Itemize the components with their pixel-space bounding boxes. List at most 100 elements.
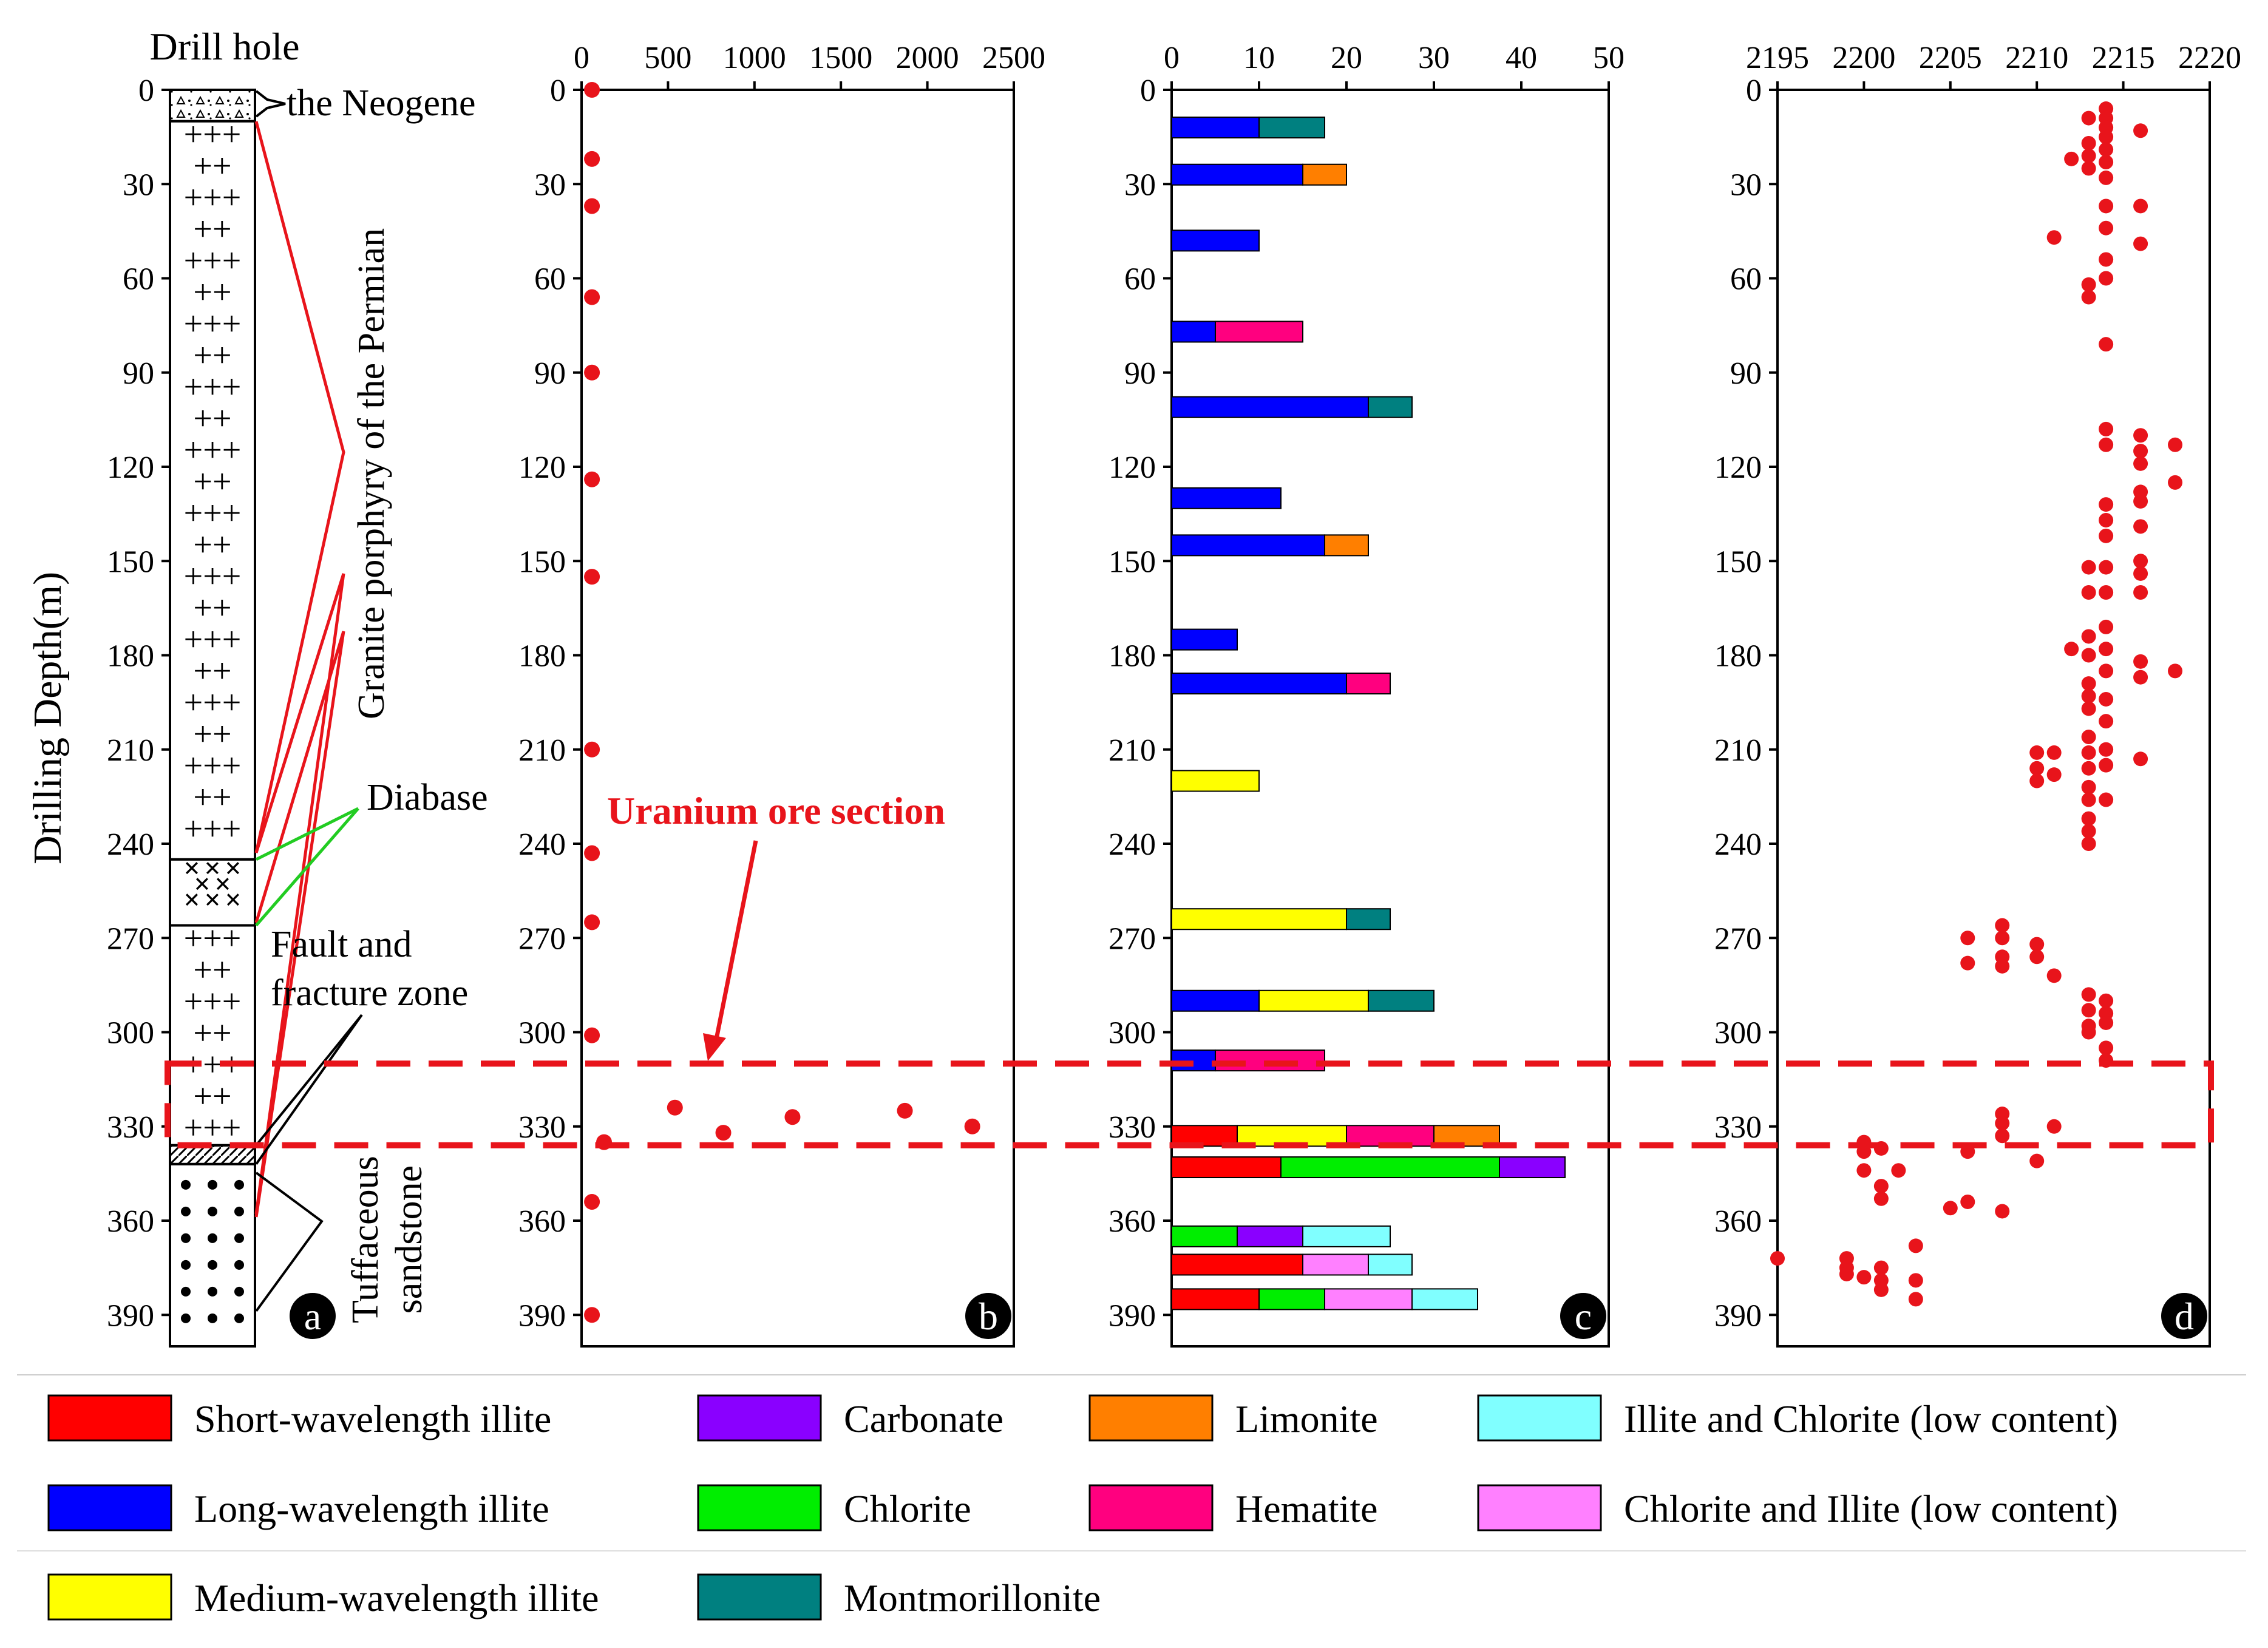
panel-d-point-63 <box>2029 745 2045 760</box>
panel-d-point-77 <box>2029 937 2045 952</box>
panel-b-point-14 <box>897 1102 913 1119</box>
panel-d-point-4 <box>2099 142 2114 157</box>
ore-section-arrow-head <box>703 1033 726 1061</box>
granite-plus-row: ++ <box>193 211 231 248</box>
granite-plus-row: +++ <box>184 242 242 280</box>
panel-c-bar-4-seg-0 <box>1171 396 1369 418</box>
panel-c-depth-tick-label-330: 330 <box>1109 1110 1156 1145</box>
panel-b: 0 30 60 90 120 150 180 210 240 270 300 330 360 390 0 50… <box>518 41 1045 1348</box>
neogene-pointer <box>255 90 286 118</box>
panel-d-depth-tick-label-60: 60 <box>1730 262 1762 297</box>
legend-swatch-3 <box>1477 1394 1602 1442</box>
panel-d-point-113 <box>1873 1260 1889 1275</box>
granite-plus-row: +++ <box>184 983 242 1021</box>
panel-c-bar-14-seg-2 <box>1499 1156 1566 1179</box>
panel-c-bar-5-seg-0 <box>1171 487 1282 509</box>
panel-a-depth-tick-label-30: 30 <box>123 168 154 202</box>
panel-d-point-47 <box>2081 648 2096 663</box>
panel-b-depth-tick-label-390: 390 <box>518 1298 566 1333</box>
legend-swatch-0 <box>47 1394 172 1442</box>
panel-d-point-71 <box>2081 811 2096 826</box>
panel-b-point-9 <box>584 914 600 931</box>
panel-d-point-21 <box>2081 290 2096 305</box>
panel-d-point-19 <box>2099 271 2114 286</box>
panel-b-point-17 <box>584 1193 600 1210</box>
legend-swatch-2 <box>1088 1394 1214 1442</box>
panel-d-point-72 <box>2081 824 2096 839</box>
uranium-ore-section-label: Uranium ore section <box>607 789 945 832</box>
legend-label-4: Long-wavelength illite <box>194 1487 549 1530</box>
y-axis-label: Drilling Depth(m) <box>25 572 70 864</box>
panel-d-point-18 <box>2099 252 2114 267</box>
legend-label-0: Short-wavelength illite <box>194 1397 551 1440</box>
tuff-dot-1-1 <box>208 1206 217 1216</box>
panel-b-point-1 <box>584 151 600 167</box>
panel-d-point-58 <box>2081 745 2096 760</box>
uranium-ore-section-box <box>165 1060 2214 1148</box>
panel-d-point-112 <box>1839 1266 1854 1281</box>
diabase-label: Diabase <box>367 777 488 818</box>
panel-a-letter: a <box>304 1295 321 1338</box>
panel-c-bar-8-seg-0 <box>1171 673 1347 695</box>
panel-d-point-31 <box>2099 512 2114 527</box>
panel-b-point-15 <box>964 1118 980 1134</box>
panel-c-bar-9-seg-0 <box>1171 770 1260 792</box>
panel-d-point-106 <box>1943 1201 1958 1216</box>
panel-d-point-101 <box>1856 1163 1872 1178</box>
panel-c-bar-0-seg-1 <box>1258 117 1325 139</box>
panel-d-point-22 <box>2099 337 2114 352</box>
panel-c-bar-4-seg-1 <box>1368 396 1413 418</box>
legend-label-1: Carbonate <box>844 1397 1003 1440</box>
panel-b-depth-tick-label-270: 270 <box>518 921 566 956</box>
diabase-cross-0-0: × <box>183 852 200 884</box>
fault-label-line1: Fault and <box>271 924 412 965</box>
tuff-dot-2-2 <box>234 1233 244 1243</box>
legend-swatch-9 <box>697 1573 822 1621</box>
panel-d-point-109 <box>1770 1251 1785 1266</box>
panel-c-depth-tick-label-120: 120 <box>1109 450 1156 485</box>
panel-a-depth-tick-label-390: 390 <box>107 1298 154 1333</box>
granite-plus-row: ++ <box>193 1015 231 1053</box>
panel-d-depth-tick-label-210: 210 <box>1714 733 1762 768</box>
panel-c-bar-17-seg-0 <box>1171 1288 1260 1311</box>
granite-pointer-lower <box>254 631 345 1218</box>
panel-d-point-6 <box>2081 110 2096 126</box>
panel-c-bar-16-seg-2 <box>1368 1253 1413 1276</box>
panel-c-xtick-label-30: 30 <box>1418 41 1450 75</box>
neogene-label: the Neogene <box>287 83 476 124</box>
diabase-cross-2-1: × <box>204 884 220 916</box>
legend-label-5: Chlorite <box>844 1487 971 1530</box>
tuff-dot-5-0 <box>181 1313 191 1323</box>
panel-c-bar-17-seg-1 <box>1258 1288 1325 1311</box>
panel-c-xtick-label-50: 50 <box>1593 41 1625 75</box>
panel-d-depth-tick-label-180: 180 <box>1714 639 1762 674</box>
panel-c-letter-badge <box>1560 1293 1606 1339</box>
panel-b-depth-tick-label-180: 180 <box>518 639 566 674</box>
panel-d-point-115 <box>1873 1282 1889 1297</box>
panel-d-point-76 <box>1960 931 1975 946</box>
panel-d-point-41 <box>2099 585 2114 600</box>
panel-d-point-60 <box>2099 742 2114 757</box>
panel-a-letter-badge <box>290 1293 336 1339</box>
diabase-cross-0-1: × <box>204 852 220 884</box>
panel-d-point-32 <box>2099 528 2114 543</box>
panel-c-xtick-label-0: 0 <box>1164 41 1180 75</box>
panel-b-depth-tick-label-360: 360 <box>518 1204 566 1239</box>
panel-d-xtick-label-2220: 2220 <box>2178 41 2241 75</box>
panel-d-point-26 <box>2133 444 2148 459</box>
panel-d-point-52 <box>2081 676 2096 691</box>
tuff-dot-0-2 <box>234 1179 244 1190</box>
panel-d-point-73 <box>2081 836 2096 851</box>
panel-c-depth-tick-label-240: 240 <box>1109 827 1156 862</box>
panel-c-bar-11-seg-2 <box>1368 989 1434 1012</box>
panel-c-depth-tick-label-0: 0 <box>1140 73 1156 108</box>
panel-c-bar-14-seg-1 <box>1280 1156 1500 1179</box>
diabase-cross-2-0: × <box>183 884 200 916</box>
panel-c-bar-10-seg-1 <box>1346 908 1391 931</box>
panel-d-xtick-label-2200: 2200 <box>1832 41 1895 75</box>
panel-c-bar-15-seg-1 <box>1237 1225 1303 1247</box>
panel-d-depth-tick-label-240: 240 <box>1714 827 1762 862</box>
panel-b-depth-tick-label-0: 0 <box>550 73 566 108</box>
panel-d-point-118 <box>1908 1292 1923 1307</box>
panel-d-point-78 <box>2029 949 2045 965</box>
